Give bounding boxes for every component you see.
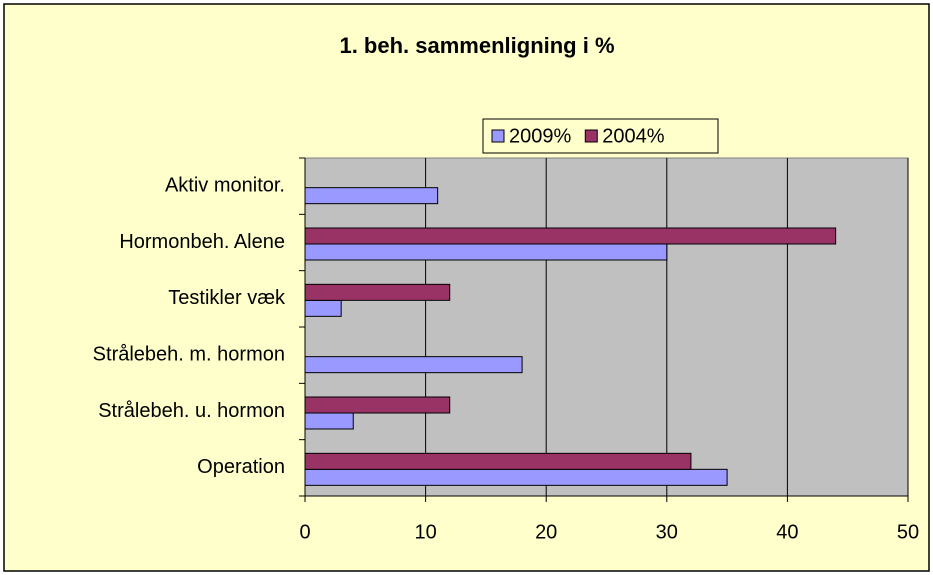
chart-title: 1. beh. sammenligning i % [339,33,614,58]
x-tick-label: 0 [299,521,310,543]
bar [304,356,523,374]
y-tick-label: Strålebeh. m. hormon [93,343,285,365]
legend-swatch [491,129,505,143]
bar [304,187,439,205]
y-tick-label: Aktiv monitor. [165,174,285,196]
bar [304,452,692,470]
bar [304,468,728,486]
bar [304,283,451,301]
legend-label: 2004% [602,125,664,147]
legend-swatch [584,129,598,143]
bar [304,412,354,430]
bar [304,299,342,317]
y-tick-label: Operation [197,456,285,478]
bar [304,396,451,414]
y-tick-label: Hormonbeh. Alene [119,231,285,253]
y-tick-label: Strålebeh. u. hormon [98,400,285,422]
y-tick-label: Testikler væk [168,287,286,309]
x-tick-label: 10 [414,521,436,543]
legend-box [482,118,719,154]
x-tick-label: 40 [776,521,798,543]
bar [304,243,668,261]
plot-area [304,157,909,497]
x-tick-label: 20 [535,521,557,543]
x-tick-label: 50 [897,521,919,543]
legend-label: 2009% [509,125,571,147]
x-tick-label: 30 [656,521,678,543]
bar [304,227,837,245]
